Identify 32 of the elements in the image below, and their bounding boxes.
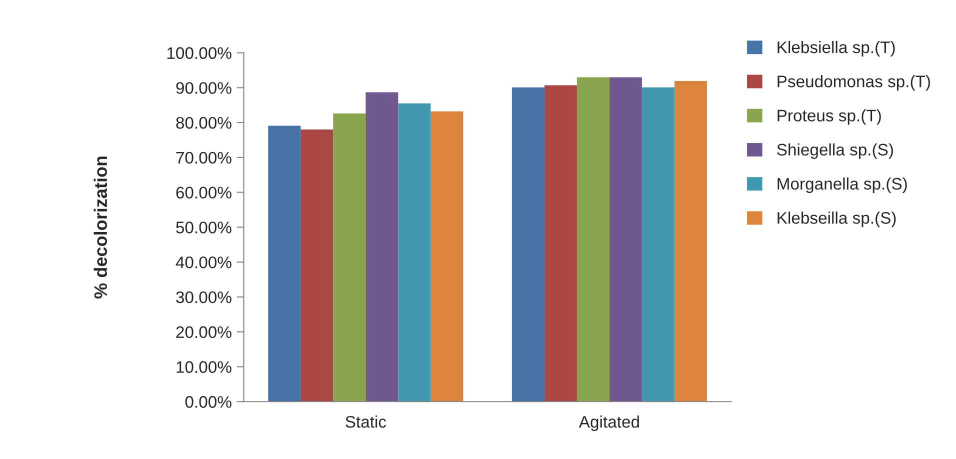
y-tick-label: 60.00% [176,186,232,199]
y-tick-label: 10.00% [176,361,232,373]
bar [512,87,544,402]
y-tick-label: 40.00% [176,256,232,268]
bar [398,103,431,402]
y-tick-label: 50.00% [176,222,232,234]
bar [609,77,642,402]
y-tick-label: 100.00% [167,47,232,59]
bar [430,111,464,402]
y-tick-label: 20.00% [176,326,232,338]
y-tick-label: 30.00% [176,291,232,304]
y-tick-label: 90.00% [176,82,232,94]
x-tick-label: Static [346,416,386,428]
legend-label: Klebseilla sp.(S) [778,212,896,228]
legend-label: Proteus sp.(T) [778,109,881,125]
bar [642,87,674,402]
y-tick-label: 80.00% [176,116,232,129]
bar [366,92,398,402]
bar [300,130,334,402]
y-tick-label: 0.00% [185,396,232,408]
y-tick-label: 70.00% [176,152,232,164]
bar [576,77,610,402]
legend-label: Klebsiella sp.(T) [778,40,895,57]
legend-label: Pseudomonas sp.(T) [778,75,930,91]
legend-label: Morganella sp.(S) [778,177,907,194]
bar [333,113,366,402]
y-axis-title: % decolorization [94,156,108,298]
bar [268,126,301,402]
x-tick-label: Agitated [578,416,639,432]
bar [674,81,707,402]
bar [544,85,577,402]
legend-label: Shiegella sp.(S) [777,143,893,159]
